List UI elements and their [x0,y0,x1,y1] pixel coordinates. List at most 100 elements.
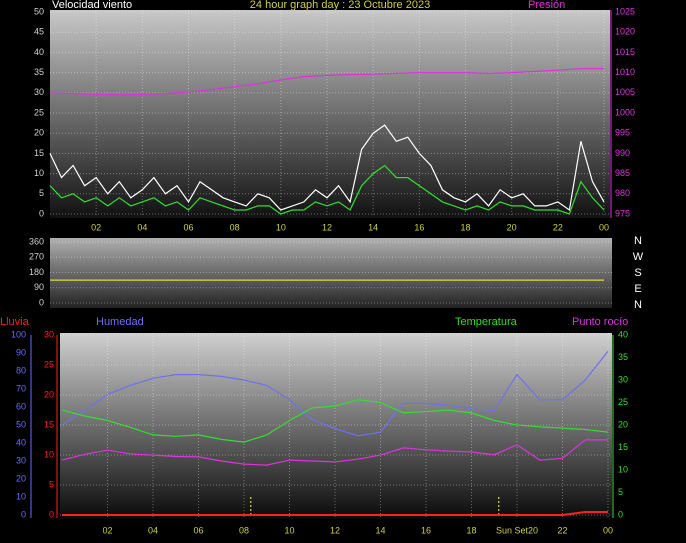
x-tick-label: 04 [137,222,147,232]
y-tick-label: 20 [44,389,54,399]
y-tick-label: 40 [34,47,44,57]
y3-tick-label: 100 [11,329,26,339]
y-tick-label: 35 [34,67,44,77]
x-tick-label: 02 [102,525,112,535]
wind-label: Velocidad viento [52,0,132,11]
x-tick-label: 04 [148,525,158,535]
y-tick-label: 0 [39,297,44,307]
y3-tick-label: 80 [16,365,26,375]
compass-label: N [634,299,642,311]
x-tick-label: 06 [183,222,193,232]
y-tick-label: 5 [49,479,54,489]
y3-tick-label: 90 [16,347,26,357]
y3-tick-label: 10 [16,491,26,501]
y-tick-label: 15 [44,419,54,429]
x-tick-label: 08 [230,222,240,232]
y2-tick-label: 1005 [615,87,635,97]
y2-tick-label: 990 [615,148,630,158]
x-tick-label: 02 [91,222,101,232]
series-line [61,439,608,466]
y2-tick-label: 1025 [615,6,635,16]
y2-tick-label: 1010 [615,67,635,77]
y3-tick-label: 0 [21,509,26,519]
y-tick-label: 10 [34,168,44,178]
y-tick-label: 25 [44,359,54,369]
x-tick-label: 12 [330,525,340,535]
y3-tick-label: 40 [16,437,26,447]
y3-tick-label: 70 [16,383,26,393]
compass-label: S [634,267,641,279]
series-line [61,399,609,443]
y-tick-label: 15 [34,148,44,158]
y-tick-label: 30 [34,87,44,97]
y3-tick-label: 60 [16,401,26,411]
x-tick-label: 16 [421,525,431,535]
x-tick-label: 18 [466,525,476,535]
x-tick-label: 14 [375,525,385,535]
y-tick-label: 45 [34,27,44,37]
y-tick-label: 30 [44,329,54,339]
compass-label: W [633,251,644,263]
x-tick-label: 00 [599,222,609,232]
y-tick-label: 0 [49,509,54,519]
series-label: Temperatura [455,316,518,328]
y-tick-label: 0 [39,208,44,218]
y2-tick-label: 980 [615,188,630,198]
y2-tick-label: 30 [618,374,628,384]
y2-tick-label: 1015 [615,47,635,57]
compass-label: N [634,235,642,247]
x-tick-label: 10 [276,222,286,232]
series-line [62,511,608,516]
y2-tick-label: 10 [618,464,628,474]
chart-title: 24 hour graph day : 23 Octubre 2023 [250,0,430,11]
y2-tick-label: 40 [618,329,628,339]
y2-tick-label: 35 [618,352,628,362]
y2-tick-label: 1020 [615,27,635,37]
y2-tick-label: 20 [618,419,628,429]
y2-tick-label: 15 [618,442,628,452]
y-tick-label: 50 [34,6,44,16]
y-tick-label: 270 [29,252,44,262]
x-tick-label: 18 [460,222,470,232]
y3-tick-label: 30 [16,455,26,465]
x-tick-label: 16 [414,222,424,232]
y2-tick-label: 0 [618,509,623,519]
climate-plot-area [60,333,612,519]
direction-plot-area [50,238,612,308]
x-tick-label: 00 [603,525,613,535]
y2-tick-label: 25 [618,397,628,407]
series-line [61,350,609,437]
series-label: Lluvia [0,316,30,328]
y-tick-label: 10 [44,449,54,459]
y-tick-label: 360 [29,236,44,246]
x-tick-label: 08 [239,525,249,535]
x-tick-label: 06 [193,525,203,535]
y3-tick-label: 50 [16,419,26,429]
y-tick-label: 180 [29,267,44,277]
wind-plot-area [50,10,610,218]
y-tick-label: 90 [34,282,44,292]
series-label: Humedad [96,316,144,328]
x-tick-label: 22 [553,222,563,232]
y-tick-label: 20 [34,128,44,138]
pressure-label: Presión [528,0,565,11]
x-tick-label: 14 [368,222,378,232]
series-line [49,68,604,96]
series-label: Punto rocío [572,316,628,328]
y2-tick-label: 995 [615,128,630,138]
y2-tick-label: 985 [615,168,630,178]
y3-tick-label: 20 [16,473,26,483]
x-tick-label: 12 [322,222,332,232]
x-tick-label: 20 [507,222,517,232]
y2-tick-label: 975 [615,208,630,218]
series-line [49,164,605,215]
x-tick-label: 10 [284,525,294,535]
y2-tick-label: 1000 [615,107,635,117]
y-tick-label: 5 [39,188,44,198]
y-tick-label: 25 [34,107,44,117]
y2-tick-label: 5 [618,487,623,497]
x-tick-label: 22 [557,525,567,535]
compass-label: E [634,283,641,295]
series-line [49,124,605,212]
